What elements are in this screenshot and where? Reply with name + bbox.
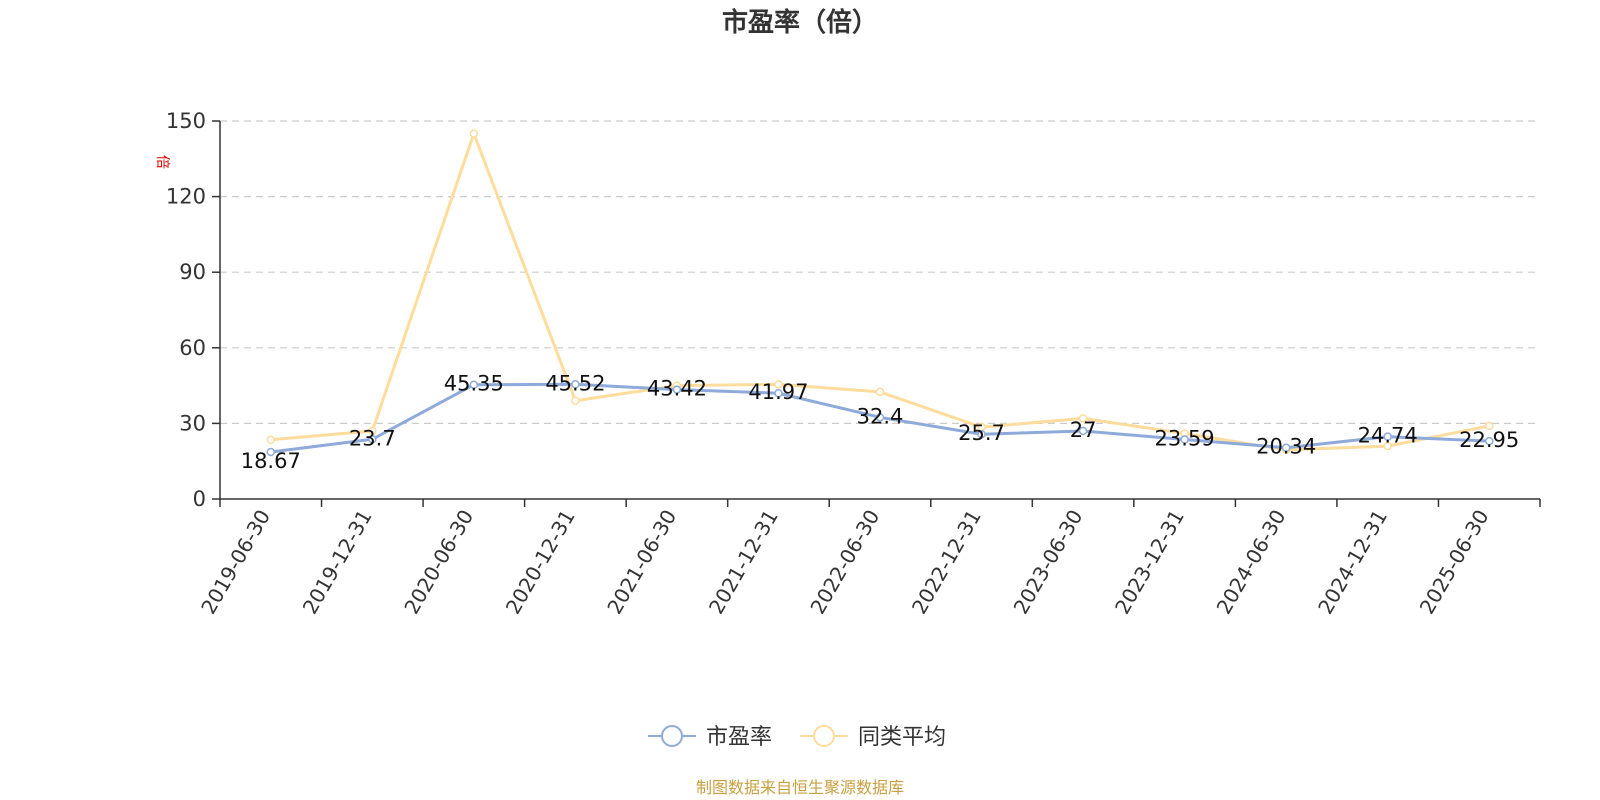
series-1-point-1: [368, 426, 377, 436]
y-tick-label-3: 90: [179, 260, 206, 284]
x-axis: 2019-06-30 2019-12-31 2020-06-30 2020-12-31…: [196, 498, 1541, 619]
series-0-point-12: [1484, 436, 1494, 446]
series-0-point-9: [1180, 435, 1189, 444]
grid: [220, 120, 1540, 424]
data-label-11: 24.74: [1358, 424, 1418, 448]
x-tick-label-2: 2020-06-30: [399, 506, 478, 619]
data-label-0: 18.67: [241, 449, 301, 473]
x-tick-label-11: 2024-12-31: [1313, 506, 1392, 619]
chart-title: 市盈率（倍）: [722, 7, 878, 38]
data-label-6: 32.4: [857, 404, 904, 428]
series-0-point-0: [266, 447, 276, 457]
x-tick-label-9: 2023-12-31: [1110, 506, 1189, 619]
series-0-point-1: [368, 435, 377, 444]
legend-marker-peer-average: [813, 725, 835, 747]
series-1-point-0: [266, 435, 276, 445]
y-tick-label-1: 30: [179, 411, 206, 435]
series-1-point-3: [571, 396, 580, 405]
x-tick-label-7: 2022-12-31: [907, 506, 986, 619]
legend-item-pe[interactable]: 市盈率: [648, 725, 772, 750]
series-0-point-4: [672, 385, 682, 394]
data-label-12: 22.95: [1459, 428, 1519, 452]
x-tick-label-1: 2019-12-31: [298, 506, 377, 619]
y-axis: 0 30 60 90 120 150: [166, 109, 221, 511]
data-label-5: 41.97: [748, 380, 808, 404]
y-axis-label: 倍: [154, 155, 170, 169]
data-labels: 18.67 23.7 45.35 45.52 43.42 41.97 32.4 25.7 27 2…: [241, 371, 1520, 473]
data-label-8: 27: [1070, 418, 1097, 442]
legend-label-peer-average: 同类平均: [858, 725, 946, 750]
series-1-point-2: [469, 129, 479, 138]
y-tick-label-2: 60: [179, 336, 206, 360]
series-1-point-6: [875, 387, 885, 397]
series-1-point-8: [1078, 414, 1088, 423]
data-label-9: 23.59: [1155, 427, 1215, 451]
x-tick-label-4: 2021-06-30: [602, 506, 681, 619]
series-0-point-7: [977, 429, 986, 439]
data-label-10: 20.34: [1256, 435, 1316, 459]
x-tick-label-0: 2019-06-30: [196, 506, 275, 619]
legend[interactable]: 市盈率 同类平均: [648, 725, 946, 750]
x-tick-label-5: 2021-12-31: [704, 506, 783, 619]
data-label-1: 23.7: [349, 426, 396, 450]
legend-label-pe: 市盈率: [706, 725, 772, 750]
x-tick-label-3: 2020-12-31: [501, 506, 580, 619]
x-tick-label-8: 2023-06-30: [1009, 506, 1088, 619]
x-tick-label-12: 2025-06-30: [1415, 506, 1494, 619]
x-tick-label-10: 2024-06-30: [1212, 506, 1291, 619]
y-tick-label-4: 120: [166, 185, 206, 209]
series-layer: [266, 129, 1494, 457]
data-label-3: 45.52: [545, 371, 605, 395]
series-0-point-3: [571, 380, 580, 389]
series-line-1: [270, 132, 1490, 452]
series-1-point-11: [1383, 441, 1392, 451]
data-label-2: 45.35: [444, 372, 504, 396]
legend-marker-pe: [661, 725, 683, 747]
series-0-point-8: [1078, 426, 1088, 436]
series-1-point-5: [774, 380, 783, 389]
series-0-point-2: [469, 380, 479, 389]
series-0-point-10: [1281, 443, 1291, 452]
series-0-point-11: [1383, 432, 1392, 441]
legend-item-peer-average[interactable]: 同类平均: [800, 725, 946, 750]
series-0-point-6: [875, 413, 885, 422]
series-1-point-12: [1484, 421, 1494, 431]
source-note: 制图数据来自恒生聚源数据库: [696, 778, 904, 797]
data-label-7: 25.7: [958, 421, 1005, 445]
y-tick-label-0: 0: [193, 487, 206, 511]
data-label-4: 43.42: [647, 377, 707, 401]
y-tick-label-5: 150: [166, 109, 206, 133]
series-0-point-5: [774, 388, 783, 398]
x-tick-label-6: 2022-06-30: [805, 506, 884, 619]
